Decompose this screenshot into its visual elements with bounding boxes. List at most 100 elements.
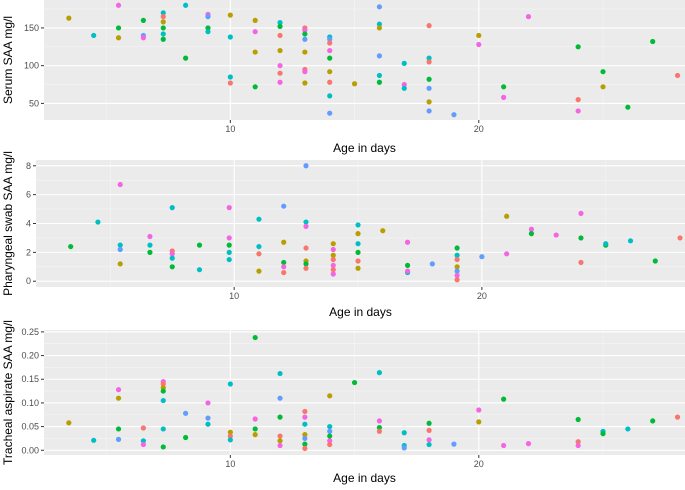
- data-point: [95, 219, 101, 225]
- data-point: [330, 256, 336, 263]
- data-point: [303, 261, 309, 267]
- data-point: [66, 420, 72, 426]
- data-point: [160, 388, 166, 394]
- data-point: [205, 421, 211, 427]
- data-point: [501, 84, 507, 90]
- data-point: [454, 277, 460, 283]
- data-point: [426, 441, 432, 448]
- data-point: [183, 2, 189, 8]
- data-point: [227, 34, 233, 40]
- data-point: [575, 442, 581, 449]
- data-point: [183, 434, 189, 441]
- data-point: [252, 84, 258, 90]
- data-point: [277, 370, 283, 377]
- data-point: [578, 210, 584, 216]
- data-point: [227, 433, 233, 439]
- y-tick-label: 0.20: [21, 351, 39, 361]
- data-point: [302, 36, 308, 42]
- data-point: [160, 19, 166, 25]
- data-point: [376, 53, 383, 59]
- data-point: [454, 268, 460, 274]
- data-point: [404, 239, 411, 245]
- data-point: [140, 35, 146, 41]
- data-point: [226, 249, 232, 255]
- x-axis-label: Age in days: [333, 471, 396, 485]
- data-point: [115, 2, 122, 8]
- data-point: [501, 94, 507, 100]
- data-point: [256, 268, 262, 274]
- data-point: [252, 49, 258, 55]
- data-point: [401, 85, 407, 91]
- data-point: [205, 29, 211, 35]
- data-point: [226, 235, 232, 241]
- data-point: [600, 431, 606, 437]
- data-point: [327, 47, 333, 54]
- data-point: [140, 438, 146, 444]
- x-tick-label: 20: [474, 124, 484, 134]
- data-point: [355, 258, 361, 264]
- data-point: [376, 4, 383, 10]
- data-point: [302, 435, 308, 442]
- data-point: [376, 418, 383, 424]
- data-point: [603, 241, 609, 247]
- data-point: [252, 432, 258, 438]
- data-point: [160, 381, 166, 387]
- data-point: [281, 269, 287, 276]
- data-point: [281, 239, 287, 245]
- data-point: [115, 436, 122, 442]
- data-point: [68, 243, 74, 250]
- data-point: [115, 395, 122, 401]
- y-axis-label: Serum SAA mg/l: [1, 16, 15, 104]
- data-point: [303, 163, 309, 169]
- data-point: [147, 233, 153, 240]
- data-point: [327, 441, 333, 448]
- data-point: [252, 416, 258, 422]
- data-point: [575, 44, 581, 50]
- x-axis-label: Age in days: [329, 305, 392, 319]
- data-point: [327, 36, 333, 42]
- data-point: [117, 246, 123, 253]
- data-point: [140, 17, 146, 23]
- data-point: [160, 397, 166, 404]
- y-tick-label: 0: [26, 276, 31, 286]
- data-point: [160, 426, 166, 432]
- data-point: [227, 74, 233, 80]
- data-point: [227, 12, 233, 18]
- data-point: [528, 231, 535, 237]
- data-point: [625, 426, 631, 432]
- data-point: [652, 258, 658, 264]
- data-point: [528, 226, 535, 232]
- data-point: [302, 421, 308, 427]
- data-point: [169, 255, 175, 261]
- data-point: [327, 423, 333, 430]
- data-point: [625, 104, 631, 110]
- data-point: [575, 97, 581, 103]
- data-point: [426, 420, 432, 426]
- data-point: [115, 426, 122, 432]
- data-point: [330, 271, 336, 277]
- data-point: [302, 80, 308, 86]
- data-point: [115, 387, 122, 393]
- y-tick-label: 4: [26, 219, 31, 229]
- data-point: [91, 32, 97, 39]
- data-point: [252, 426, 258, 432]
- data-point: [327, 428, 333, 434]
- data-point: [227, 437, 233, 443]
- data-point: [600, 69, 606, 75]
- data-point: [401, 60, 407, 66]
- x-axis-label: Age in days: [333, 141, 396, 155]
- data-point: [426, 85, 432, 91]
- data-point: [226, 242, 232, 248]
- data-point: [404, 262, 411, 268]
- data-point: [302, 69, 308, 75]
- data-point: [501, 396, 507, 402]
- data-point: [160, 36, 166, 42]
- data-point: [454, 252, 460, 258]
- data-point: [479, 254, 485, 260]
- data-point: [426, 108, 432, 114]
- data-point: [147, 249, 153, 255]
- data-point: [227, 381, 233, 387]
- data-point: [426, 59, 432, 65]
- data-point: [355, 265, 361, 271]
- data-point: [115, 35, 122, 41]
